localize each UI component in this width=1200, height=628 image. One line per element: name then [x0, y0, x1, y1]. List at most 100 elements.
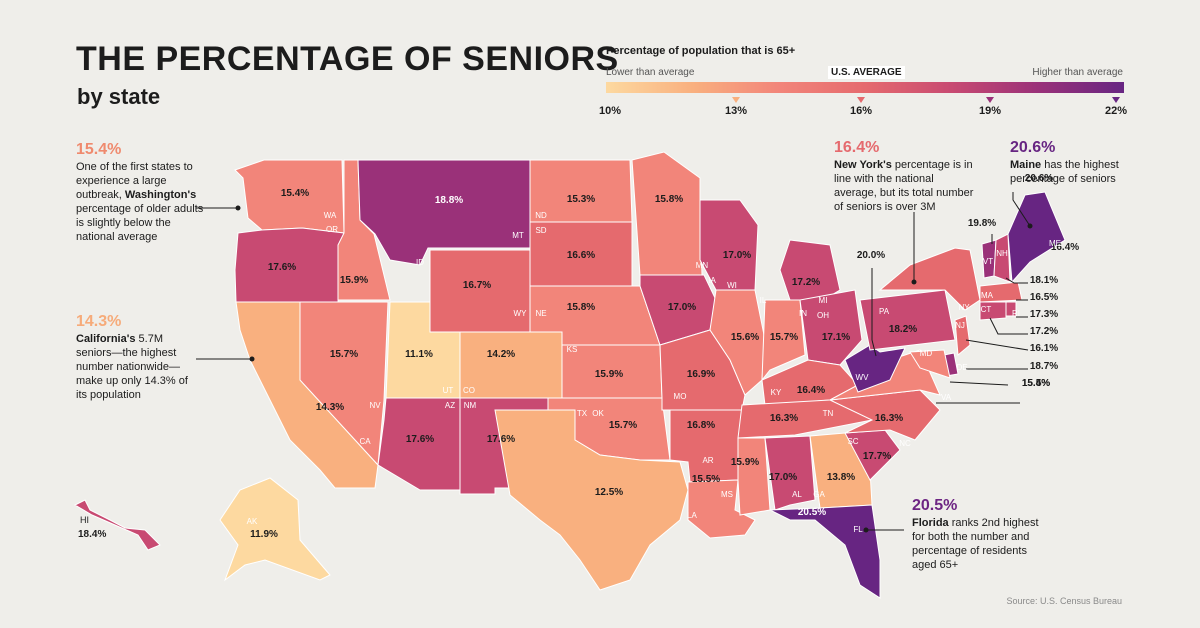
ny-connector-dot [911, 279, 917, 285]
state-abbr-in: IN [799, 309, 807, 318]
state-value-va: 15.5% [1022, 378, 1050, 389]
legend-tick-19: 19% [978, 105, 1002, 117]
md-connector-line [949, 381, 1009, 386]
state-ny [878, 247, 981, 311]
legend-average-label: U.S. AVERAGE [828, 66, 905, 79]
nh-connector-line [1005, 277, 1028, 284]
state-value-nj: 16.1% [1030, 343, 1058, 354]
state-abbr-sd: SD [535, 226, 546, 235]
state-abbr-or: OR [326, 225, 338, 234]
state-abbr-ak: AK [247, 517, 258, 526]
state-pa [859, 289, 956, 351]
callout-california: 14.3% California's 5.7M seniors—the high… [76, 312, 191, 402]
state-abbr-wy: WY [514, 309, 528, 318]
state-value-ri: 17.3% [1030, 309, 1058, 320]
state-value-sc: 17.7% [863, 451, 891, 462]
legend-tick-16: 16% [849, 105, 873, 117]
callout-florida-bold: Florida [912, 517, 949, 529]
state-abbr-md: MD [920, 349, 933, 358]
state-value-me: 20.6% [1025, 173, 1053, 184]
state-value-oh: 17.1% [822, 332, 850, 343]
state-fl [769, 504, 881, 599]
state-value-ma: 16.5% [1030, 292, 1058, 303]
state-il [709, 289, 766, 396]
state-abbr-hi: HI [80, 515, 89, 525]
legend-marker-16 [857, 97, 865, 103]
state-abbr-tn: TN [823, 409, 834, 418]
state-value-ok: 15.7% [609, 420, 637, 431]
state-value-az: 17.6% [406, 434, 434, 445]
state-abbr-ny: NY [958, 303, 970, 312]
state-abbr-pa: PA [879, 307, 890, 316]
callout-washington: 15.4% One of the first states to experie… [76, 140, 211, 244]
legend-tick-13: 13% [724, 105, 748, 117]
state-nh [993, 233, 1011, 283]
state-value-hi: 18.4% [78, 529, 106, 540]
state-value-ny: 16.4% [1051, 242, 1079, 253]
state-abbr-de: DE [956, 363, 967, 372]
state-value-fl: 20.5% [798, 507, 826, 518]
state-abbr-nm: NM [464, 401, 477, 410]
state-value-mn: 15.8% [655, 194, 683, 205]
state-value-sd: 16.6% [567, 250, 595, 261]
state-abbr-co: CO [463, 386, 475, 395]
state-value-mi: 17.2% [792, 277, 820, 288]
callout-washington-pct: 15.4% [76, 141, 122, 158]
ca-connector-dot [249, 356, 255, 362]
state-oh [799, 289, 863, 366]
state-abbr-nd: ND [535, 211, 547, 220]
state-value-wi: 17.0% [723, 250, 751, 261]
state-value-co: 14.2% [487, 349, 515, 360]
state-value-vt: 19.8% [968, 218, 996, 229]
state-abbr-ca: CA [359, 437, 371, 446]
state-value-tx: 12.5% [595, 487, 623, 498]
state-abbr-ia: IA [708, 276, 716, 285]
page-title: THE PERCENTAGE OF SENIORS [76, 40, 619, 78]
state-abbr-vt: VT [983, 257, 993, 266]
state-md [909, 349, 951, 379]
state-abbr-wi: WI [727, 281, 737, 290]
legend-gradient-bar [606, 82, 1124, 93]
state-value-ne: 15.8% [567, 302, 595, 313]
callout-new-york-pct: 16.4% [834, 139, 880, 156]
state-abbr-me: ME [1049, 239, 1061, 248]
state-nv [299, 301, 389, 467]
callout-maine-pct: 20.6% [1010, 139, 1056, 156]
state-abbr-sc: SC [847, 437, 858, 446]
state-abbr-id: ID [416, 258, 424, 267]
fl-connector-dot [863, 527, 869, 533]
state-value-nm: 17.6% [487, 434, 515, 445]
state-value-la: 15.5% [692, 474, 720, 485]
state-abbr-tx: TX [577, 409, 588, 418]
state-abbr-ct: CT [981, 305, 992, 314]
callout-maine: 20.6% Maine has the highest percentage o… [1010, 138, 1135, 186]
state-value-pa: 18.2% [889, 324, 917, 335]
callout-california-pct: 14.3% [76, 313, 122, 330]
callout-washington-text-1: One of the first states to experience a … [76, 161, 193, 201]
callout-connectors [196, 192, 1033, 533]
state-value-il: 15.6% [731, 332, 759, 343]
state-value-wv: 20.0% [857, 250, 885, 261]
state-abbr-ms: MS [721, 490, 733, 499]
state-value-nh: 18.1% [1030, 275, 1058, 286]
state-wy [429, 249, 531, 333]
wa-connector-dot [235, 205, 241, 211]
legend-title: Percentage of population that is 65+ [606, 45, 796, 57]
state-abbr-ok: OK [592, 409, 604, 418]
state-abbr-az: AZ [445, 401, 455, 410]
state-ak [219, 477, 331, 582]
state-value-ut: 11.1% [405, 349, 433, 360]
state-mn [631, 151, 703, 276]
state-value-de: 18.7% [1030, 361, 1058, 372]
state-value-md: 15.4% [1022, 378, 1050, 389]
state-abbr-mt: MT [512, 231, 524, 240]
state-value-al: 17.0% [769, 472, 797, 483]
state-hi [73, 499, 161, 551]
state-value-mo: 16.9% [687, 369, 715, 380]
state-abbr-mi: MI [819, 296, 828, 305]
state-abbr-ma: MA [981, 291, 994, 300]
ct-connector-line [989, 317, 1028, 335]
legend-marker-19 [986, 97, 994, 103]
legend-tick-22: 22% [1104, 105, 1128, 117]
state-value-ky: 16.4% [797, 385, 825, 396]
